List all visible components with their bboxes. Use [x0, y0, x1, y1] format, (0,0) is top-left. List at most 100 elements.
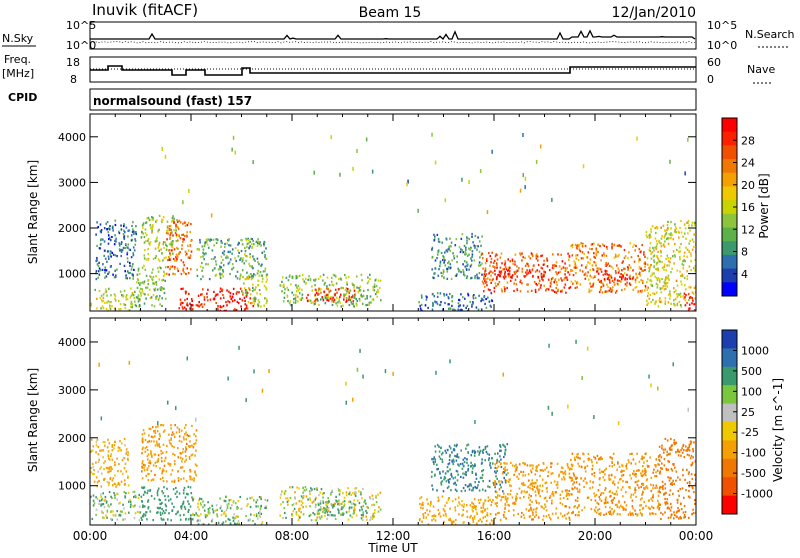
- data-cell: [661, 261, 663, 263]
- data-cell: [622, 275, 624, 277]
- data-cell: [644, 266, 646, 268]
- data-cell: [339, 173, 341, 177]
- data-cell: [124, 479, 126, 481]
- data-cell: [635, 481, 637, 483]
- data-cell: [115, 295, 117, 297]
- data-cell: [681, 508, 683, 510]
- data-cell: [108, 238, 110, 240]
- data-cell: [154, 474, 156, 476]
- data-cell: [496, 459, 498, 461]
- data-cell: [348, 501, 350, 503]
- data-cell: [576, 488, 578, 490]
- data-cell: [161, 457, 163, 459]
- data-cell: [442, 480, 444, 482]
- data-cell: [647, 295, 649, 297]
- data-cell: [644, 256, 646, 258]
- data-cell: [213, 239, 215, 241]
- data-cell: [310, 514, 312, 516]
- data-cell: [467, 255, 469, 257]
- data-cell: [653, 249, 655, 251]
- data-cell: [637, 484, 639, 486]
- data-cell: [185, 273, 187, 275]
- data-cell: [356, 304, 358, 306]
- data-cell: [107, 467, 109, 469]
- data-cell: [483, 469, 485, 471]
- data-cell: [503, 496, 505, 498]
- data-cell: [489, 279, 491, 281]
- data-cell: [645, 453, 647, 455]
- data-cell: [133, 231, 135, 233]
- data-cell: [314, 303, 316, 305]
- data-cell: [196, 439, 198, 441]
- data-cell: [151, 436, 153, 438]
- data-cell: [632, 505, 634, 507]
- data-cell: [206, 239, 208, 241]
- data-cell: [170, 424, 172, 426]
- data-cell: [367, 304, 369, 306]
- data-cell: [115, 238, 117, 240]
- data-cell: [288, 289, 290, 291]
- data-cell: [131, 306, 133, 308]
- data-cell: [171, 480, 173, 482]
- data-cell: [306, 495, 308, 497]
- data-cell: [528, 480, 530, 482]
- data-cell: [109, 442, 111, 444]
- data-cell: [302, 278, 304, 280]
- data-cell: [211, 505, 213, 507]
- data-cell: [604, 469, 606, 471]
- data-cell: [159, 260, 161, 262]
- data-cell: [228, 518, 230, 520]
- data-cell: [133, 269, 135, 271]
- data-cell: [180, 288, 182, 290]
- data-cell: [561, 289, 563, 291]
- data-cell: [668, 294, 670, 296]
- data-cell: [107, 510, 109, 512]
- data-cell: [228, 263, 230, 265]
- data-cell: [233, 267, 235, 269]
- data-cell: [264, 241, 266, 243]
- data-cell: [242, 299, 244, 301]
- data-cell: [609, 282, 611, 284]
- data-cell: [676, 471, 678, 473]
- data-cell: [167, 266, 169, 268]
- data-cell: [642, 492, 644, 494]
- data-cell: [609, 479, 611, 481]
- data-cell: [184, 433, 186, 435]
- data-cell: [523, 173, 525, 177]
- data-cell: [588, 496, 590, 498]
- data-cell: [165, 509, 167, 511]
- data-cell: [339, 490, 341, 492]
- data-cell: [292, 277, 294, 279]
- data-cell: [589, 487, 591, 489]
- data-cell: [678, 231, 680, 233]
- data-cell: [682, 267, 684, 269]
- data-cell: [163, 241, 165, 243]
- data-cell: [682, 474, 684, 476]
- data-cell: [591, 289, 593, 291]
- data-cell: [135, 240, 137, 242]
- data-cell: [161, 502, 163, 504]
- data-cell: [115, 254, 117, 256]
- data-cell: [479, 489, 481, 491]
- data-cell: [288, 279, 290, 281]
- data-cell: [624, 501, 626, 503]
- data-cell: [163, 288, 165, 290]
- data-cell: [483, 299, 485, 301]
- data-cell: [232, 300, 234, 302]
- data-cell: [185, 251, 187, 253]
- data-cell: [97, 277, 99, 279]
- data-cell: [680, 449, 682, 451]
- data-cell: [600, 259, 602, 261]
- data-cell: [331, 490, 333, 492]
- data-cell: [375, 279, 377, 281]
- data-cell: [187, 500, 189, 502]
- data-cell: [181, 505, 183, 507]
- data-cell: [659, 470, 661, 472]
- data-cell: [671, 513, 673, 515]
- data-cell: [299, 287, 301, 289]
- data-cell: [445, 198, 447, 202]
- data-cell: [436, 257, 438, 259]
- data-cell: [641, 494, 643, 496]
- data-cell: [232, 296, 234, 298]
